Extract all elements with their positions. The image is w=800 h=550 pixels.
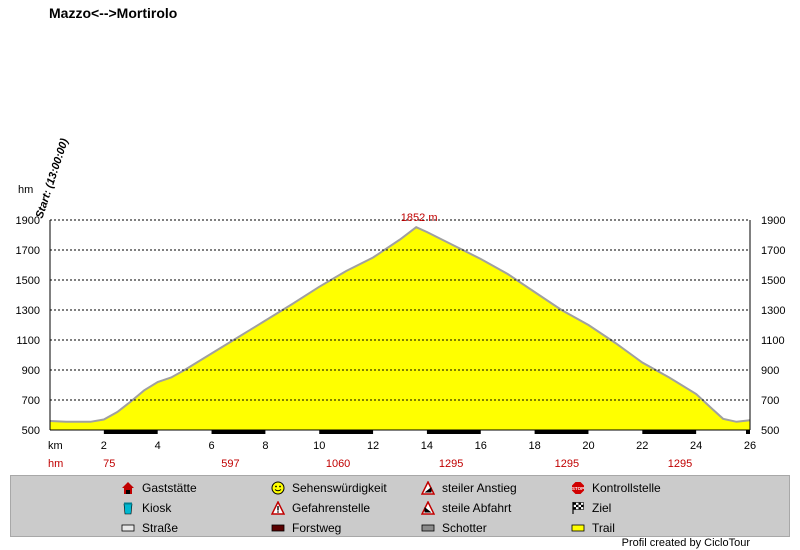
x-tick-label: 24	[690, 440, 702, 452]
legend-item-label: steile Abfahrt	[442, 501, 512, 515]
elevation-area	[50, 227, 750, 430]
legend-item-label: Straße	[142, 521, 179, 535]
x-tick-label: 6	[208, 440, 214, 452]
x-axis-label: km	[48, 440, 63, 452]
y-tick-label-left: 1700	[16, 245, 40, 257]
x-tick-label: 20	[582, 440, 594, 452]
x-tick-label: 14	[421, 440, 433, 452]
legend-item: Ziel	[571, 501, 611, 515]
y-axis-label: hm	[18, 184, 33, 196]
km-track-segment	[642, 430, 697, 434]
legend-item: Forstweg	[271, 521, 341, 535]
legend-item: steiler Anstieg	[420, 480, 517, 495]
y-tick-label-left: 500	[22, 425, 40, 437]
y-tick-label-right: 700	[761, 395, 779, 407]
smiley-icon	[271, 481, 285, 495]
y-tick-label-right: 1700	[761, 245, 785, 257]
y-tick-label-left: 1500	[16, 275, 40, 287]
legend-item-label: Kiosk	[142, 501, 172, 515]
legend-panel: Gaststätte Sehenswürdigkeit steiler Anstie…	[10, 475, 790, 537]
legend-item: Straße	[121, 521, 178, 535]
peak-label: 1852 m	[401, 212, 438, 224]
legend-item-label: Forstweg	[292, 521, 342, 535]
cup-icon	[121, 501, 135, 515]
y-tick-label-left: 1900	[16, 215, 40, 227]
km-track-segment	[103, 430, 158, 434]
km-track-segment	[426, 430, 481, 434]
legend-item-label: Schotter	[442, 521, 487, 535]
elevation-marker: 1295	[439, 458, 463, 470]
elevation-marker: 597	[221, 458, 239, 470]
legend-item-label: Gaststätte	[142, 481, 197, 495]
elevation-marker: 75	[103, 458, 115, 470]
y-tick-label-right: 1100	[761, 335, 785, 347]
stop-sign-icon: STOP	[571, 481, 585, 495]
km-track-segment	[534, 430, 589, 434]
forest-road-swatch-icon	[271, 521, 285, 535]
checkered-flag-icon	[571, 501, 585, 515]
elevation-row-label: hm	[48, 458, 63, 470]
legend-item: Sehenswürdigkeit	[271, 481, 387, 495]
house-icon	[121, 481, 135, 495]
x-tick-label: 16	[475, 440, 487, 452]
y-tick-label-right: 1500	[761, 275, 785, 287]
x-tick-label: 2	[101, 440, 107, 452]
y-tick-label-left: 700	[22, 395, 40, 407]
gravel-swatch-icon	[421, 521, 435, 535]
x-tick-label: 12	[367, 440, 379, 452]
y-tick-label-right: 1900	[761, 215, 785, 227]
elevation-marker: 1295	[555, 458, 579, 470]
x-tick-label: 10	[313, 440, 325, 452]
elevation-profile-chart: 500 500 700 700 900 900 1100 1100 1300 1300 1500 15…	[16, 184, 786, 470]
legend-item-label: Sehenswürdigkeit	[292, 481, 387, 495]
warning-icon	[270, 500, 286, 515]
legend-item: Gefahrenstelle	[270, 500, 371, 515]
credit-text: Profil created by CicloTour	[621, 537, 750, 549]
legend-item-label: Ziel	[592, 501, 612, 515]
legend-item: Kiosk	[121, 501, 171, 515]
x-tick-label: 26	[744, 440, 756, 452]
elevation-marker: 1295	[668, 458, 692, 470]
svg-text:STOP: STOP	[572, 486, 584, 491]
legend-item-label: Kontrollstelle	[592, 481, 661, 495]
x-tick-label: 4	[155, 440, 161, 452]
km-track-segment	[746, 430, 750, 434]
x-tick-label: 18	[528, 440, 540, 452]
y-tick-label-right: 900	[761, 365, 779, 377]
steep-descent-icon	[420, 500, 436, 515]
legend-item: STOP Kontrollstelle	[571, 481, 661, 495]
km-track-segment	[319, 430, 374, 434]
legend-item-label: Gefahrenstelle	[292, 501, 371, 515]
y-tick-label-right: 1300	[761, 305, 785, 317]
legend-item: Schotter	[421, 521, 487, 535]
road-swatch-icon	[121, 521, 135, 535]
y-tick-label-left: 1300	[16, 305, 40, 317]
legend-item: steile Abfahrt	[420, 500, 512, 515]
x-tick-label: 8	[262, 440, 268, 452]
steep-climb-icon	[420, 480, 436, 495]
x-tick-label: 22	[636, 440, 648, 452]
y-tick-label-right: 500	[761, 425, 779, 437]
elevation-marker: 1060	[326, 458, 350, 470]
trail-swatch-icon	[571, 521, 585, 535]
chart-title: Mazzo<-->Mortirolo	[49, 5, 178, 21]
y-tick-label-left: 1100	[16, 335, 40, 347]
legend-item: Gaststätte	[121, 481, 197, 495]
legend-item-label: Trail	[592, 521, 615, 535]
legend-item: Trail	[571, 521, 615, 535]
legend-item-label: steiler Anstieg	[442, 481, 517, 495]
km-track-segment	[211, 430, 266, 434]
y-tick-label-left: 900	[22, 365, 40, 377]
